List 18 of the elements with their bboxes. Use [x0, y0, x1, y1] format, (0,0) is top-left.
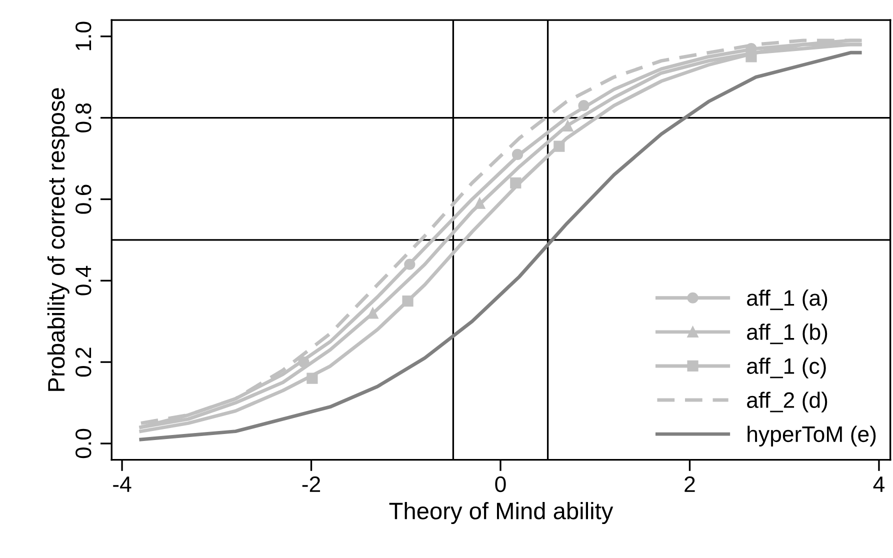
legend-label: aff_1 (b)	[747, 324, 828, 344]
legend-label: aff_2 (d)	[747, 392, 828, 412]
y-tick-label: 0.8	[76, 103, 92, 132]
x-axis-title: Theory of Mind ability	[389, 502, 614, 524]
y-tick-label: 1.0	[76, 22, 92, 50]
legend-label: hyperToM (e)	[748, 426, 876, 446]
y-tick-label: 0.2	[76, 348, 92, 377]
y-tick-label: 0.6	[76, 184, 92, 214]
x-tick-label: 0	[495, 476, 506, 492]
y-tick-label: 0.0	[76, 428, 92, 458]
y-tick-label: 0.4	[76, 266, 92, 296]
y-axis-title: Probability of correct respose	[47, 88, 70, 391]
x-tick-label: -4	[113, 476, 132, 492]
x-tick-label: 4	[873, 476, 884, 492]
legend-label: aff_1 (c)	[747, 358, 826, 378]
x-tick-label: -2	[302, 476, 320, 492]
legend-label: aff_1 (a)	[747, 290, 828, 310]
x-tick-label: 2	[684, 476, 695, 492]
